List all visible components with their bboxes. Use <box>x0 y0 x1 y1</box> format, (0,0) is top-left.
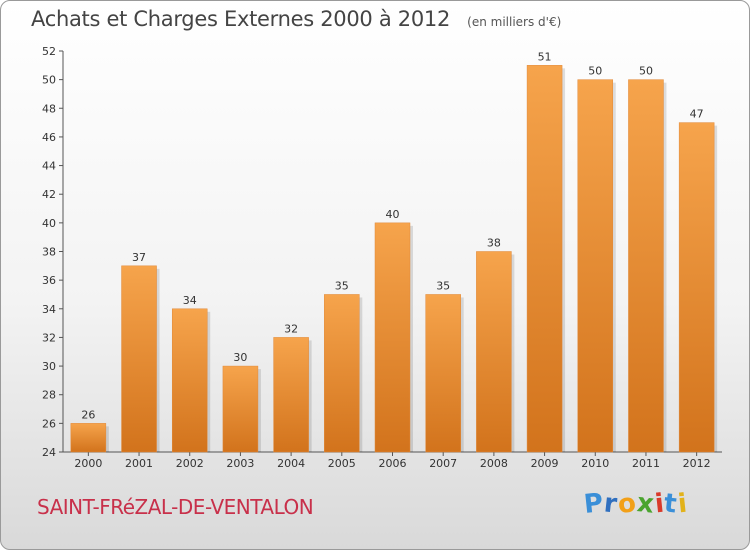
y-tick-label: 26 <box>42 417 56 430</box>
bar <box>476 251 512 453</box>
data-label: 50 <box>639 65 653 78</box>
y-tick-label: 30 <box>42 360 56 373</box>
axes: 24 26 28 30 32 34 36 38 40 42 44 46 48 50 52 2000 2001 20… <box>42 45 722 470</box>
bar <box>171 308 208 453</box>
data-label: 32 <box>284 322 298 335</box>
data-label: 37 <box>132 251 146 264</box>
bar <box>526 65 563 453</box>
bar <box>222 365 259 453</box>
data-label: 50 <box>588 65 602 78</box>
bars <box>70 65 718 453</box>
y-tick-label: 34 <box>42 303 56 316</box>
x-tick-label: 2006 <box>379 457 407 470</box>
data-label: 26 <box>81 408 95 421</box>
bar <box>678 122 715 453</box>
data-label: 47 <box>690 108 704 121</box>
bar <box>324 294 360 453</box>
x-tick-label: 2002 <box>176 457 204 470</box>
y-tick-label: 50 <box>42 74 56 87</box>
commune-name: SAINT-FRéZAL-DE-VENTALON <box>37 495 314 519</box>
data-label: 35 <box>436 279 450 292</box>
brand-letter: i <box>676 488 690 520</box>
data-label: 51 <box>538 50 552 63</box>
chart-unit: (en milliers d'€) <box>467 15 562 29</box>
bar <box>577 79 614 453</box>
data-labels: 26 37 34 30 32 35 40 35 38 51 50 50 47 <box>81 50 703 421</box>
x-tick-label: 2004 <box>277 457 305 470</box>
bar <box>628 79 664 453</box>
chart-title: Achats et Charges Externes 2000 à 2012 <box>31 7 451 31</box>
x-tick-label: 2011 <box>632 457 660 470</box>
x-tick-label: 2000 <box>74 457 102 470</box>
y-tick-label: 40 <box>42 217 56 230</box>
bar <box>425 294 461 453</box>
x-tick-label: 2010 <box>581 457 609 470</box>
y-tick-label: 24 <box>42 446 56 459</box>
y-tick-label: 32 <box>42 331 56 344</box>
title-row: Achats et Charges Externes 2000 à 2012 (… <box>31 7 561 31</box>
x-tick-label: 2012 <box>683 457 711 470</box>
x-tick-label: 2001 <box>125 457 153 470</box>
x-tick-label: 2003 <box>226 457 254 470</box>
y-tick-label: 42 <box>42 188 56 201</box>
y-tick-label: 36 <box>42 274 56 287</box>
x-tick-label: 2007 <box>429 457 457 470</box>
bar <box>374 222 411 453</box>
y-tick-label: 52 <box>42 45 56 58</box>
data-label: 35 <box>335 279 349 292</box>
bar <box>273 337 309 453</box>
x-tick-label: 2005 <box>328 457 356 470</box>
brand-logo: Proxiti <box>582 488 690 520</box>
y-tick-label: 28 <box>42 389 56 402</box>
data-label: 40 <box>386 208 400 221</box>
data-label: 30 <box>233 351 247 364</box>
y-tick-label: 48 <box>42 102 56 115</box>
x-tick-label: 2008 <box>480 457 508 470</box>
data-label: 34 <box>183 294 197 307</box>
y-tick-label: 44 <box>42 160 56 173</box>
x-tick-label: 2009 <box>531 457 559 470</box>
y-tick-label: 38 <box>42 246 56 259</box>
bar <box>70 423 107 453</box>
y-tick-label: 46 <box>42 131 56 144</box>
bar <box>121 265 157 453</box>
data-label: 38 <box>487 237 501 250</box>
